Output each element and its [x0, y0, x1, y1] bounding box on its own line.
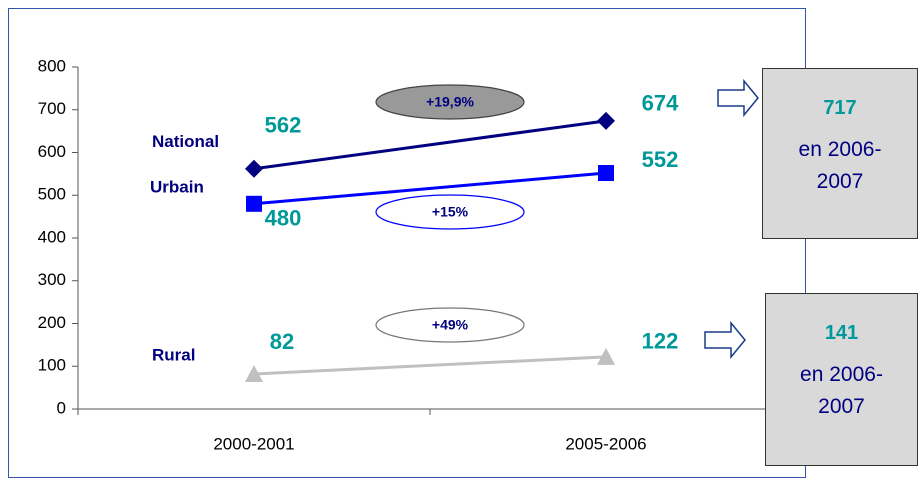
y-tick-label: 800 [38, 56, 66, 75]
data-label: 82 [270, 329, 294, 354]
projection-value: 717 [823, 97, 857, 119]
marker [245, 364, 263, 382]
data-label: 674 [642, 91, 679, 116]
annotation: +19,9% [426, 94, 474, 110]
y-tick-label: 500 [38, 185, 66, 204]
y-tick-label: 400 [38, 227, 66, 246]
y-tick-label: 300 [38, 270, 66, 289]
y-tick-label: 0 [57, 398, 66, 417]
projection-box: 717 en 2006-2007 [762, 68, 918, 239]
marker [597, 347, 615, 365]
marker [598, 165, 614, 182]
data-label: 480 [265, 206, 302, 231]
projection-label: en 2006-2007 [800, 363, 883, 418]
marker [246, 195, 262, 212]
y-tick-label: 600 [38, 142, 66, 161]
arrow [704, 320, 746, 360]
annotation: +49% [432, 317, 469, 333]
arrow [717, 78, 759, 118]
annotation-ellipse [375, 194, 525, 230]
marker [597, 111, 615, 130]
annotation-ellipse [375, 84, 525, 120]
data-label: 552 [642, 147, 679, 172]
series-name: Urbain [150, 177, 204, 196]
series-name: Rural [152, 345, 195, 364]
series-name: National [152, 132, 219, 151]
series-line [253, 355, 607, 376]
series-line [253, 119, 607, 171]
annotation: +15% [432, 204, 469, 220]
chart-frame [8, 8, 806, 478]
x-tick-label: 2000-2001 [213, 434, 294, 453]
marker [245, 159, 263, 178]
projection-label: en 2006-2007 [798, 138, 882, 193]
data-label: 562 [265, 113, 302, 138]
series-line [253, 171, 607, 206]
y-tick-label: 700 [38, 99, 66, 118]
y-tick-label: 200 [38, 313, 66, 332]
x-tick-label: 2005-2006 [565, 434, 646, 453]
projection-box: 141 en 2006-2007 [765, 293, 918, 466]
data-label: 122 [642, 329, 679, 354]
y-tick-label: 100 [38, 356, 66, 375]
annotation-ellipse [375, 307, 525, 343]
projection-value: 141 [824, 322, 859, 344]
